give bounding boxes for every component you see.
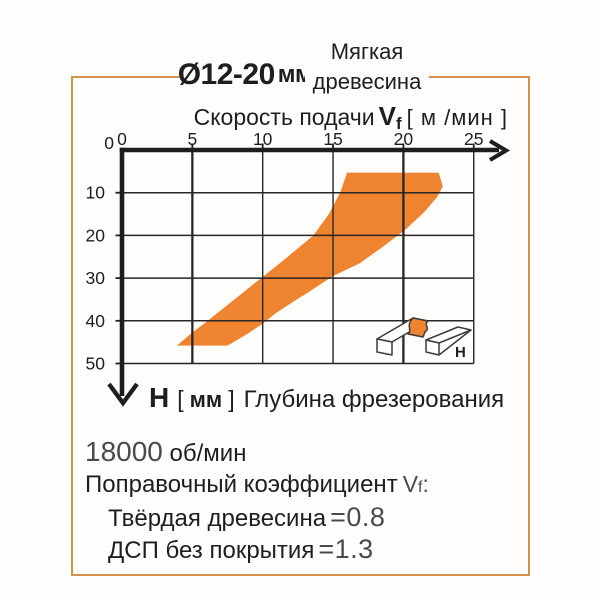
milled-groove-face (407, 317, 429, 338)
x-tick-label: 25 (464, 129, 483, 149)
tool-diameter-title: Ø12-20 мм (177, 57, 313, 93)
y-tick-label: 50 (86, 354, 106, 374)
left-board-front-face (376, 338, 393, 356)
right-board-front-face (425, 339, 440, 356)
coefficient-row: ДСП без покрытия =1.3 (108, 536, 374, 564)
feed-axis-label: Скорость подачи (193, 104, 375, 130)
material-title: Мягкая древесина (305, 37, 429, 99)
x-tick-label: 20 (394, 129, 414, 149)
y-tick-label: 40 (86, 311, 106, 331)
material-line2: древесина (312, 69, 422, 94)
depth-unit: мм (189, 387, 223, 412)
bracket-close: ] (228, 386, 235, 412)
coefficient-row: Твёрдая древесина =0.8 (108, 504, 385, 532)
coefficient-colon: : (422, 471, 429, 497)
coefficient-symbol: V (402, 471, 419, 497)
coefficient-material: ДСП без покрытия (108, 537, 315, 564)
depth-axis-text: Глубина фрезерования (243, 386, 505, 413)
x-tick-label: 5 (187, 129, 197, 149)
y-tick-label: 30 (86, 268, 106, 288)
bracket-open: [ (177, 386, 184, 412)
x-axis-arrowhead (488, 139, 511, 162)
coefficient-label: Поправочный коэффициент (85, 471, 398, 498)
depth-axis-title: H [мм] Глубина фрезерования (149, 382, 504, 414)
x-tick-label: 15 (323, 129, 342, 149)
recommended-zone-band (176, 172, 443, 346)
feed-units: [ м /мин ] (406, 105, 508, 130)
y-axis-arrowhead (107, 382, 139, 407)
groove-depth-icon: H (376, 317, 472, 361)
y-tick-label: 20 (86, 225, 106, 245)
spindle-speed-value: 18000 (85, 436, 163, 467)
x-tick-label: 10 (253, 129, 273, 149)
x-tick-label: 0 (117, 129, 127, 149)
feed-symbol-subscript: f (395, 114, 402, 133)
spindle-speed-unit: об/мин (169, 440, 247, 467)
feed-symbol: V (378, 101, 396, 131)
coefficient-symbol-subscript: f (418, 479, 423, 496)
coefficient-material: Твёрдая древесина (108, 505, 327, 532)
feed-axis-title: Скорость подачи Vf[ м /мин ] (194, 101, 508, 134)
coefficient-value: =0.8 (330, 502, 386, 532)
coefficient-heading: Поправочный коэффициент Vf: (85, 471, 429, 501)
material-line1: Мягкая (330, 39, 404, 64)
coefficient-value: =1.3 (318, 534, 374, 564)
depth-indicator-line (438, 329, 472, 356)
panel-frame (71, 76, 530, 576)
diameter-range: Ø12-20 (177, 58, 276, 91)
icon-depth-label: H (455, 344, 466, 361)
spindle-speed-note: 18000 об/мин (85, 436, 247, 467)
y-tick-label: 0 (104, 133, 114, 153)
depth-symbol: H (149, 382, 170, 413)
y-tick-label: 10 (86, 183, 106, 203)
